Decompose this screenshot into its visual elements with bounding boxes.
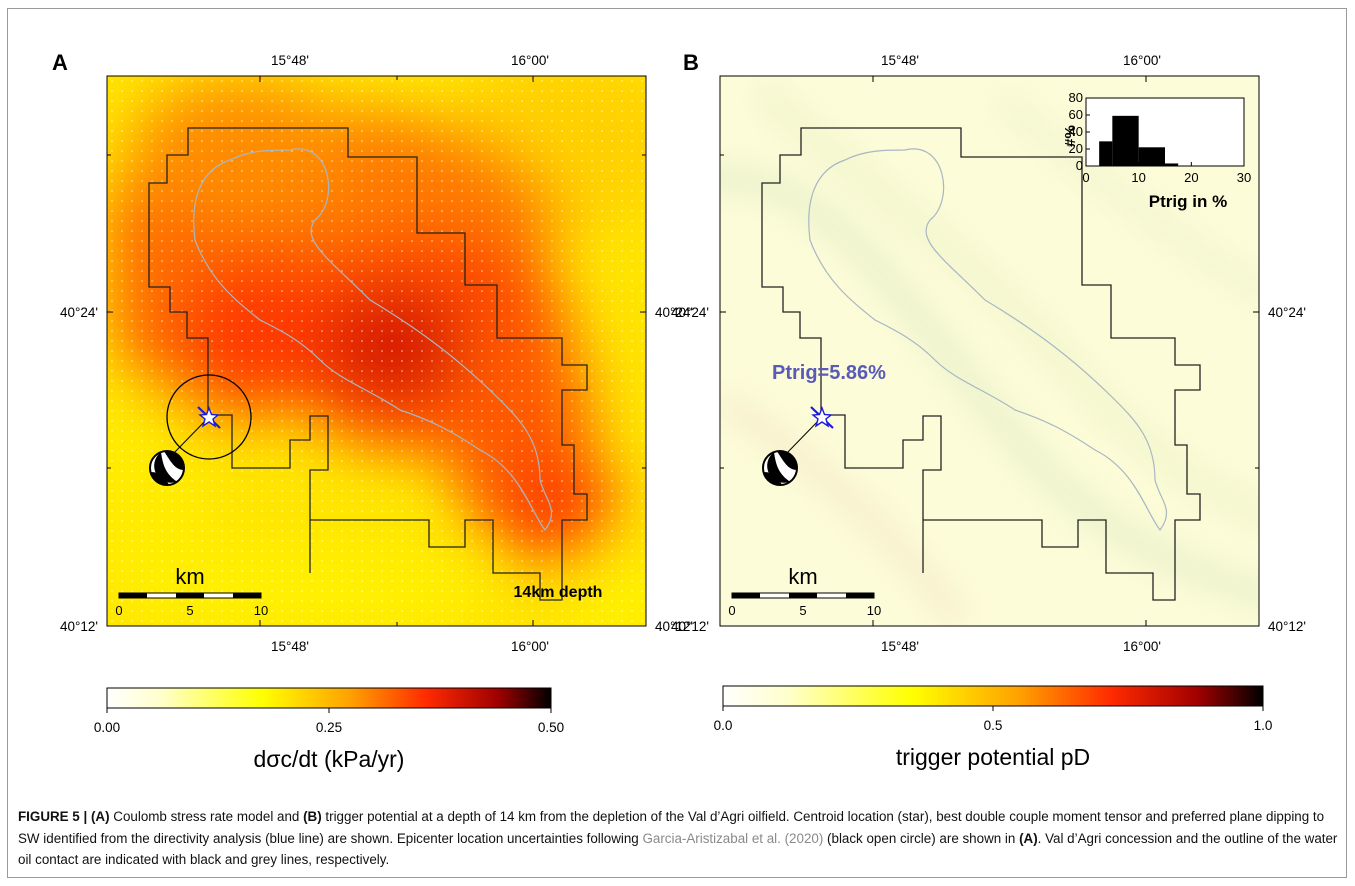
lat-label-right-2-b: 40°12' bbox=[1268, 619, 1306, 634]
histogram-y-tick-label: 40 bbox=[1069, 124, 1083, 139]
lon-label-bottom-2-a: 16°00' bbox=[511, 639, 549, 654]
colorbar-tick-0-a: 0.00 bbox=[94, 720, 120, 735]
histogram-y-label: #% bbox=[1062, 125, 1079, 147]
lat-label-right-1-a: 40°24' bbox=[655, 305, 693, 320]
concession-outline-b bbox=[761, 127, 1201, 601]
scalebar-tick-5-a: 5 bbox=[186, 603, 193, 618]
caption-reference-link[interactable]: Garcia-Aristizabal et al. (2020) bbox=[642, 830, 824, 846]
lon-label-top-1-b: 15°48' bbox=[881, 53, 919, 68]
panel-a-letter: A bbox=[52, 50, 68, 75]
lon-label-top-2-b: 16°00' bbox=[1123, 53, 1161, 68]
beachball-icon-b bbox=[762, 450, 799, 487]
histogram-x-tick-label: 10 bbox=[1131, 170, 1145, 185]
caption-text-3: (black open circle) are shown in bbox=[823, 830, 1020, 846]
oil-water-contact-b bbox=[808, 148, 1167, 532]
beachball-icon bbox=[149, 450, 186, 487]
lon-label-top-1-a: 15°48' bbox=[271, 53, 309, 68]
epicenter-uncertainty-circle bbox=[166, 374, 252, 460]
colorbar-b bbox=[722, 685, 1264, 707]
ptrig-histogram-inset: 0 20 40 60 80 0 10 20 30 #% Ptrig in % bbox=[1062, 90, 1251, 211]
lon-label-bottom-2-b: 16°00' bbox=[1123, 639, 1161, 654]
histogram-bar bbox=[1112, 115, 1139, 166]
histogram-x-tick-label: 20 bbox=[1184, 170, 1198, 185]
figure-frame bbox=[7, 8, 1347, 878]
scalebar-unit-b: km bbox=[788, 564, 817, 589]
histogram-x-tick-label: 0 bbox=[1082, 170, 1089, 185]
stress-rate-map bbox=[107, 76, 646, 626]
lat-label-left-1-a: 40°24' bbox=[60, 305, 98, 320]
caption-text-2: trigger potential at a depth of 14 km fr… bbox=[18, 809, 1325, 846]
map-a-border bbox=[106, 75, 647, 627]
histogram-bar bbox=[1138, 147, 1165, 166]
figure: A bbox=[52, 50, 1306, 772]
centroid-star-icon-b bbox=[811, 406, 833, 428]
caption-figure-label: FIGURE 5 | bbox=[18, 809, 88, 824]
centroid-star-icon bbox=[198, 406, 220, 428]
panel-a: A bbox=[52, 50, 693, 772]
trigger-potential-map bbox=[720, 76, 1259, 626]
panel-b-letter: B bbox=[683, 50, 699, 75]
caption-text-4: . Val d’Agri concession and the outline … bbox=[18, 830, 1338, 868]
histogram-x-label: Ptrig in % bbox=[1149, 192, 1227, 211]
scalebar-tick-10-b: 10 bbox=[867, 603, 881, 618]
histogram-y-tick-label: 80 bbox=[1069, 90, 1083, 105]
scalebar-unit-a: km bbox=[175, 564, 204, 589]
histogram-x-tick-label: 30 bbox=[1237, 170, 1251, 185]
lat-label-left-2-a: 40°12' bbox=[60, 619, 98, 634]
beachball-leader-a bbox=[171, 416, 210, 456]
concession-outline-a bbox=[148, 127, 588, 601]
lon-label-bottom-1-a: 15°48' bbox=[271, 639, 309, 654]
scalebar-a bbox=[118, 592, 262, 599]
lat-label-right-2-a: 40°12' bbox=[655, 619, 693, 634]
colorbar-label-a: dσc/dt (kPa/yr) bbox=[254, 746, 405, 772]
scalebar-b bbox=[731, 592, 875, 599]
scalebar-tick-10-a: 10 bbox=[254, 603, 268, 618]
histogram-bar bbox=[1165, 163, 1179, 166]
oil-water-contact-a bbox=[193, 148, 552, 532]
caption-text-1: Coulomb stress rate model and bbox=[109, 809, 304, 824]
caption-a-tag: (A) bbox=[90, 809, 110, 824]
histogram-bar bbox=[1099, 141, 1113, 166]
colorbar-label-b: trigger potential pD bbox=[896, 744, 1090, 770]
histogram-y-tick-label: 60 bbox=[1069, 107, 1083, 122]
lat-label-left-2-b: 40°12' bbox=[671, 619, 709, 634]
histogram-x-ticks: 0 10 20 30 bbox=[1082, 162, 1251, 185]
histogram-bars bbox=[1099, 115, 1179, 166]
histogram-y-tick-label: 20 bbox=[1069, 141, 1083, 156]
lon-label-bottom-1-b: 15°48' bbox=[881, 639, 919, 654]
ptrig-label: Ptrig=5.86% bbox=[772, 362, 886, 384]
caption-a-tag-2: (A) bbox=[1019, 830, 1038, 846]
map-b-border bbox=[719, 75, 1260, 627]
colorbar-tick-1-b: 0.5 bbox=[984, 718, 1003, 733]
histogram-y-tick-label: 0 bbox=[1076, 158, 1083, 173]
colorbar-tick-2-b: 1.0 bbox=[1254, 718, 1273, 733]
colorbar-tick-2-a: 0.50 bbox=[538, 720, 564, 735]
depth-label: 14km depth bbox=[514, 584, 603, 601]
lon-label-top-2-a: 16°00' bbox=[511, 53, 549, 68]
colorbar-a bbox=[106, 687, 552, 709]
histogram-y-ticks: 0 20 40 60 80 bbox=[1069, 90, 1090, 173]
colorbar-tick-0-b: 0.0 bbox=[714, 718, 733, 733]
lat-label-left-1-b: 40°24' bbox=[671, 305, 709, 320]
panel-b: B 15°48' 16°00' 15°48' 16°00' bbox=[671, 50, 1306, 770]
beachball-leader-b bbox=[784, 416, 823, 456]
figure-caption: FIGURE 5 | (A) Coulomb stress rate model… bbox=[18, 806, 1338, 871]
scalebar-tick-0-a: 0 bbox=[115, 603, 122, 618]
lat-label-right-1-b: 40°24' bbox=[1268, 305, 1306, 320]
scalebar-tick-0-b: 0 bbox=[728, 603, 735, 618]
caption-b-tag: (B) bbox=[303, 809, 322, 824]
scalebar-tick-5-b: 5 bbox=[799, 603, 806, 618]
colorbar-tick-1-a: 0.25 bbox=[316, 720, 342, 735]
